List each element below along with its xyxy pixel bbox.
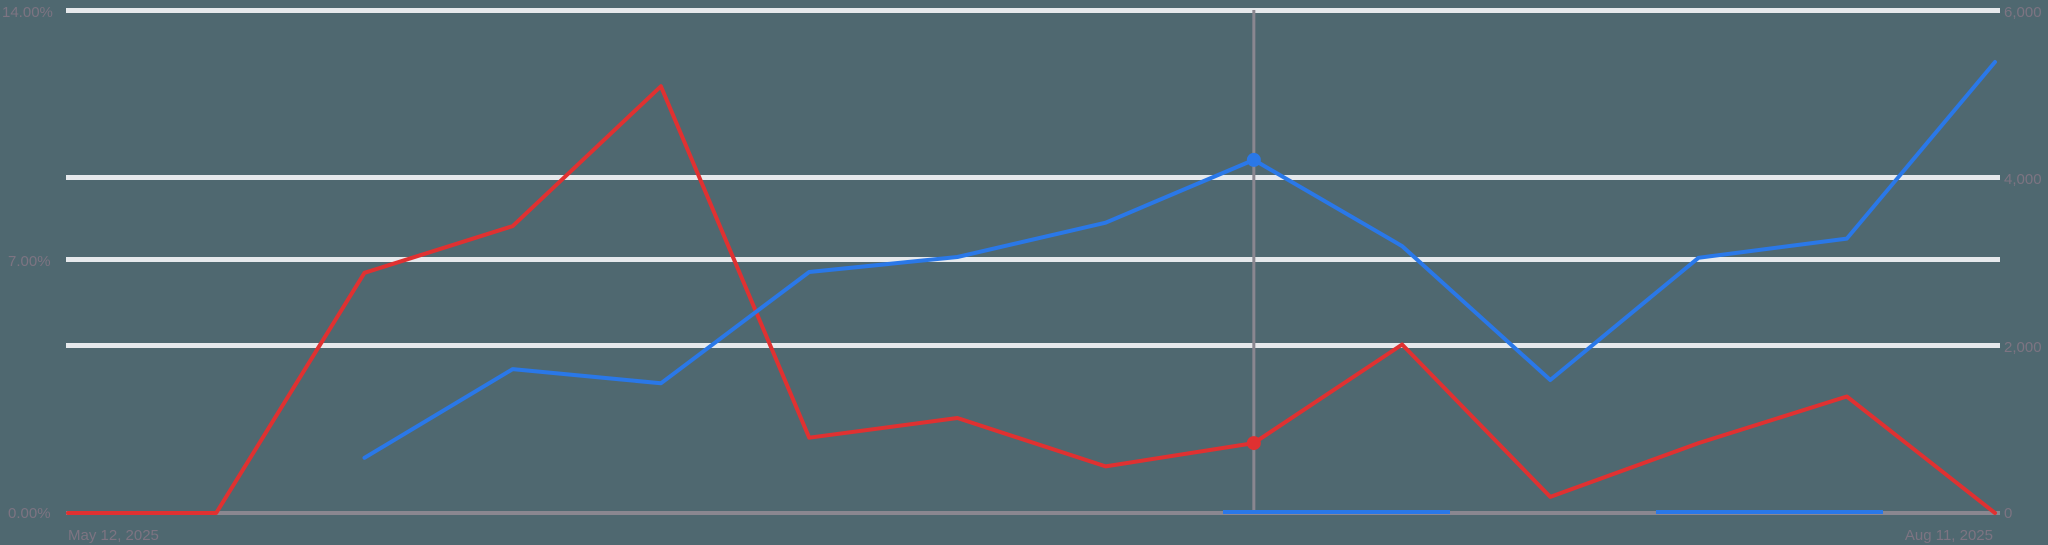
left-axis-label-top: 14.00% [2,4,53,21]
right-axis-label-2000: 2,000 [2004,339,2042,356]
hover-marker-percentage [1246,436,1261,451]
left-axis-label-bottom: 0.00% [8,505,51,522]
gridline-top [66,8,2000,13]
hover-marker-count [1246,152,1261,167]
right-axis-label-4000: 4,000 [2004,171,2042,188]
series-line-count[interactable] [362,60,1997,460]
x-axis-label-last: Aug 11, 2025 [1905,527,1993,544]
blue-baseline-segment [1223,510,1450,514]
right-axis-label-6000: 6,000 [2004,4,2042,21]
gridline-2000 [66,343,2000,348]
blue-baseline-segment [1656,510,1883,514]
gridline-4000 [66,175,2000,180]
x-axis-baseline [66,511,2000,515]
gridline-7pct [66,257,2000,262]
x-axis-label-first: May 12, 2025 [68,527,159,544]
series-line-percentage[interactable] [66,84,1997,515]
right-axis-label-0: 0 [2004,505,2012,522]
gridlines [66,8,2000,515]
left-axis-label-mid: 7.00% [8,253,51,270]
